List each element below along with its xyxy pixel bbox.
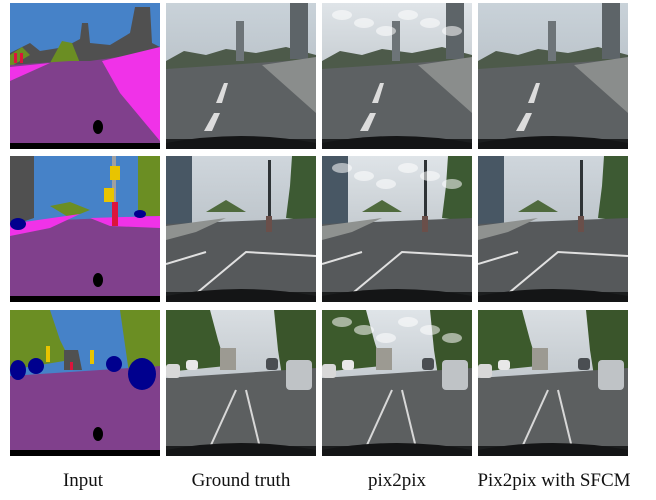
- caption-pix2pix-sfcm: Pix2pix with SFCM: [477, 470, 631, 491]
- panel-sfcm-row2: [478, 156, 628, 302]
- panel-pix2pix-row2: [322, 156, 472, 302]
- caption-input: Input: [62, 470, 104, 491]
- panel-pix2pix-row3: [322, 310, 472, 456]
- panel-pix2pix-row1: [322, 3, 472, 149]
- caption-ground-truth: Ground truth: [191, 470, 291, 491]
- caption-pix2pix: pix2pix: [367, 470, 427, 491]
- panel-groundtruth-row2: [166, 156, 316, 302]
- panel-input-row2: [10, 156, 160, 302]
- panel-sfcm-row3: [478, 310, 628, 456]
- panel-input-row3: [10, 310, 160, 456]
- panel-input-row1: [10, 3, 160, 149]
- panel-sfcm-row1: [478, 3, 628, 149]
- panel-groundtruth-row3: [166, 310, 316, 456]
- panel-groundtruth-row1: [166, 3, 316, 149]
